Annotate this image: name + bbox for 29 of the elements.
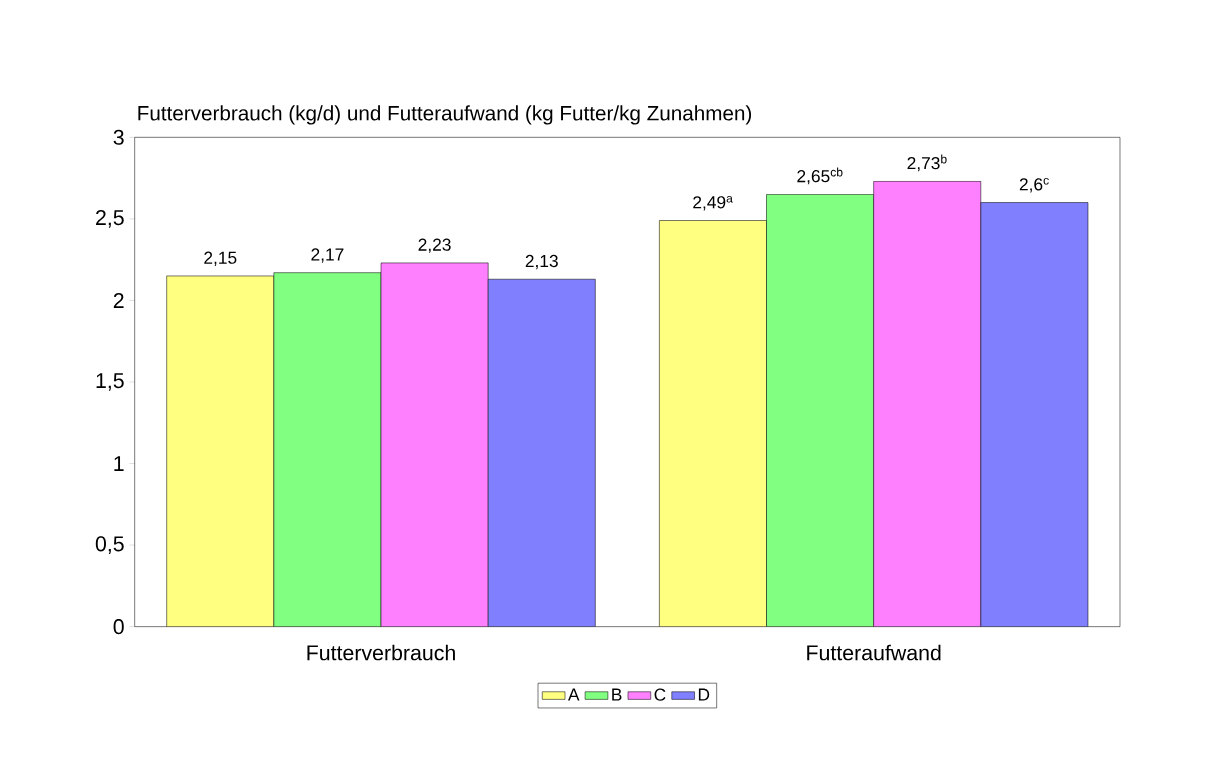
y-tick-label: 3 [113,129,124,145]
x-tick-label: Futterverbrauch [307,644,455,661]
y-tick-label: 0,5 [95,536,124,554]
data-label: 2,15 [204,251,237,266]
chart-title: Futterverbrauch (kg/d) und Futteraufwand (kg Futter/kg Zunahmen) [138,105,752,125]
data-label: 2,23 [418,238,451,253]
bar [487,278,596,627]
x-tick-label: Futteraufwand [807,644,941,661]
data-label: 2,6$^{c}$ [1019,177,1049,193]
y-tick-label: 2,5 [96,209,124,228]
y-tick-label: 1,5 [96,373,124,391]
bar [166,275,275,627]
legend-label: D [698,688,710,701]
y-tick-label: 2 [113,292,124,308]
legend-label: B [612,688,622,701]
bar [273,272,382,627]
data-label: 2,49$^{a}$ [693,195,733,211]
y-tick-label: 1 [114,456,124,471]
data-label: 2,17 [311,248,344,263]
bar [380,262,489,627]
bar [766,193,874,627]
bar [980,202,1089,627]
legend-label: A [568,688,580,701]
data-label: 2,13 [525,254,558,270]
data-label: 2,73$^{b}$ [907,154,947,172]
bar [873,180,982,627]
legend-label: C [654,688,666,701]
y-tick-label: 0 [113,618,124,635]
data-label: 2,65$^{cb}$ [797,167,843,185]
